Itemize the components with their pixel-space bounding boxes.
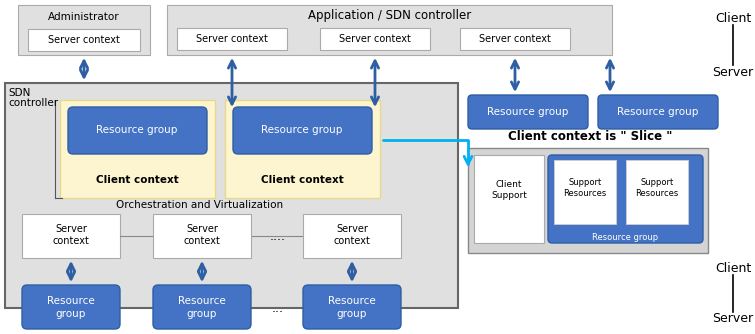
Bar [460, 28, 570, 50]
Text: Server: Server [713, 313, 753, 326]
Text: group: group [56, 309, 86, 319]
FancyBboxPatch shape [598, 95, 718, 129]
Text: group: group [186, 309, 217, 319]
Text: controller: controller [8, 98, 58, 108]
FancyBboxPatch shape [233, 107, 372, 154]
Text: Orchestration and Virtualization: Orchestration and Virtualization [116, 200, 284, 210]
Text: Server: Server [713, 65, 753, 78]
Text: Server: Server [55, 224, 87, 234]
Bar [468, 148, 708, 253]
Text: Server: Server [336, 224, 368, 234]
Text: Server context: Server context [479, 34, 551, 44]
FancyBboxPatch shape [548, 155, 703, 243]
Text: Server context: Server context [48, 35, 120, 45]
Bar [225, 100, 380, 198]
FancyBboxPatch shape [22, 285, 120, 329]
Text: ....: .... [270, 229, 286, 242]
Text: Resource group: Resource group [487, 107, 569, 117]
Text: Server: Server [186, 224, 218, 234]
Text: Resource group: Resource group [592, 233, 658, 242]
Text: Client context: Client context [260, 175, 344, 185]
Bar [303, 214, 401, 258]
Text: Resource group: Resource group [618, 107, 698, 117]
Text: Server context: Server context [339, 34, 411, 44]
Text: Client
Support: Client Support [491, 180, 527, 200]
Bar [554, 160, 616, 224]
Text: Support
Resources: Support Resources [563, 178, 606, 198]
FancyBboxPatch shape [303, 285, 401, 329]
Text: ...: ... [272, 302, 284, 315]
Bar [167, 5, 612, 55]
Bar [177, 28, 287, 50]
Text: Resource group: Resource group [261, 125, 343, 135]
Text: Application / SDN controller: Application / SDN controller [308, 9, 472, 22]
Text: Server context: Server context [196, 34, 268, 44]
Bar [18, 5, 150, 55]
Text: Client: Client [715, 262, 751, 275]
Text: context: context [183, 236, 220, 246]
Text: Resource: Resource [178, 296, 226, 306]
Text: context: context [53, 236, 89, 246]
Bar [153, 214, 251, 258]
Text: Client context: Client context [96, 175, 178, 185]
Text: Client context is " Slice ": Client context is " Slice " [508, 131, 672, 144]
Bar [60, 100, 215, 198]
Text: Resource: Resource [47, 296, 95, 306]
Bar [5, 83, 458, 308]
FancyBboxPatch shape [468, 95, 588, 129]
Text: Resource: Resource [328, 296, 376, 306]
Bar [320, 28, 430, 50]
Text: context: context [334, 236, 371, 246]
Bar [28, 29, 140, 51]
Bar [22, 214, 120, 258]
Text: group: group [337, 309, 367, 319]
Bar [626, 160, 688, 224]
FancyBboxPatch shape [68, 107, 207, 154]
Text: Resource group: Resource group [97, 125, 177, 135]
Bar [474, 155, 544, 243]
Text: Client: Client [715, 11, 751, 24]
FancyBboxPatch shape [153, 285, 251, 329]
Text: Administrator: Administrator [48, 12, 120, 22]
Text: Support
Resources: Support Resources [636, 178, 679, 198]
Text: SDN: SDN [8, 88, 30, 98]
